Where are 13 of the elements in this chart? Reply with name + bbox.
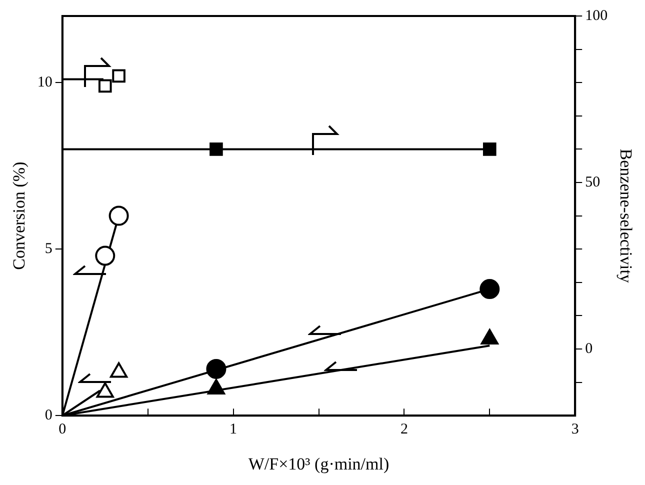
y-tick-label: 10 (37, 74, 52, 91)
x-tick-label: 1 (230, 422, 238, 438)
y2-tick-label: 0 (585, 340, 593, 357)
x-tick-label: 2 (400, 422, 408, 438)
x-tick-label: 0 (58, 422, 66, 438)
y2-tick-label: 100 (585, 8, 608, 24)
y2-axis-title: Benzene-selectivity (616, 148, 636, 284)
y2-tick-label: 50 (585, 174, 600, 190)
y-tick-label: 5 (44, 241, 52, 258)
x-tick-label: 3 (571, 422, 579, 438)
y-axis-title: Conversion (%) (10, 162, 29, 270)
y-tick-label: 0 (44, 408, 52, 424)
x-axis-title: W/F×10³ (g·min/ml) (248, 454, 390, 474)
